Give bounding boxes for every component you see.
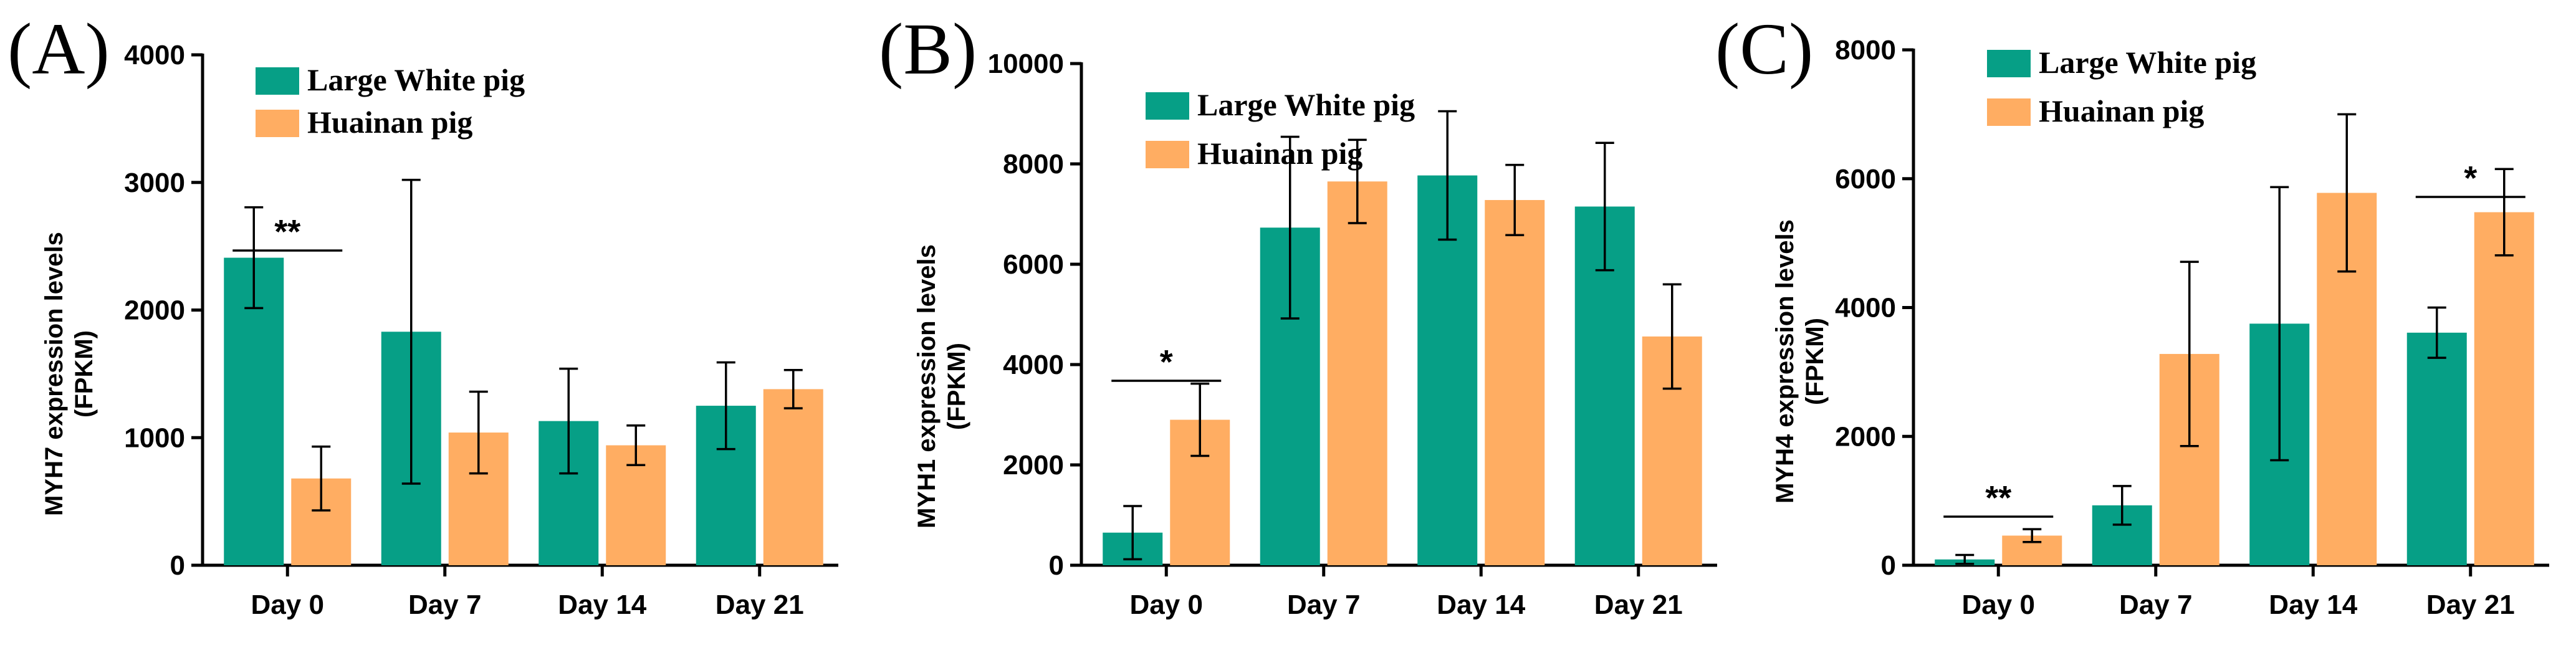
legend-swatch-large-white (1987, 50, 2031, 77)
significance-label: ** (274, 213, 300, 251)
significance-label: ** (1985, 479, 2011, 517)
y-tick-label: 3000 (124, 168, 185, 198)
y-axis-title: MYH4 expression levels (1771, 219, 1799, 504)
chart-panel-c: (C) Large White pig Huainan pig MYH4 exp… (1715, 8, 2549, 620)
y-tick-label: 8000 (1835, 35, 1896, 65)
bar-huainan (763, 389, 823, 565)
plot-area: 0 1000 2000 3000 4000 Day 0 Day 7 Day 14 Day 21 *… (124, 40, 838, 620)
y-tick-label: 6000 (1003, 249, 1064, 280)
y-tick-label: 4000 (124, 40, 185, 70)
y-axis-title-unit: (FPKM) (70, 330, 98, 418)
y-tick-label: 0 (1881, 550, 1896, 581)
x-tick-label: Day 7 (2119, 590, 2192, 620)
legend-label-large-white: Large White pig (1197, 87, 1415, 122)
y-tick-label: 10000 (988, 49, 1064, 79)
x-tick-label: Day 14 (558, 590, 646, 620)
legend-label-huainan: Huainan pig (2039, 93, 2204, 128)
y-tick-label: 1000 (124, 423, 185, 453)
chart-panel-a: (A) Large White pig Huainan pig MYH7 exp… (7, 8, 838, 620)
legend-label-large-white: Large White pig (307, 62, 525, 97)
y-tick-label: 6000 (1835, 164, 1896, 194)
plot-area: 0 2000 4000 6000 8000 Day 0 Day 7 Day 14 Day 21 *… (1835, 35, 2549, 620)
bar-large-white (2406, 332, 2467, 565)
y-tick-label: 2000 (124, 295, 185, 326)
y-axis-title: MYH7 expression levels (41, 232, 68, 516)
legend-swatch-huainan (1987, 98, 2031, 126)
x-tick-label: Day 14 (1437, 590, 1525, 620)
y-tick-label: 4000 (1003, 350, 1064, 380)
legend-label-large-white: Large White pig (2039, 45, 2256, 80)
y-axis-title-unit: (FPKM) (943, 343, 970, 430)
bar-huainan (2474, 212, 2534, 565)
legend-label-huainan: Huainan pig (1197, 136, 1362, 171)
significance-label: * (1160, 343, 1173, 381)
panel-label: (B) (879, 8, 977, 90)
y-axis-title-unit: (FPKM) (1801, 318, 1829, 405)
x-tick-label: Day 7 (1287, 590, 1360, 620)
y-axis-title: MYH1 expression levels (913, 244, 941, 528)
x-tick-label: Day 21 (2426, 590, 2515, 620)
bar-huainan (1327, 181, 1387, 565)
x-tick-label: Day 7 (408, 590, 481, 620)
x-tick-label: Day 21 (716, 590, 804, 620)
x-tick-label: Day 14 (2269, 590, 2357, 620)
chart-panel-b: (B) Large White pig Huainan pig MYH1 exp… (879, 8, 1717, 620)
y-tick-label: 4000 (1835, 293, 1896, 323)
legend-label-huainan: Huainan pig (307, 105, 472, 140)
y-tick-label: 8000 (1003, 149, 1064, 179)
x-tick-label: Day 21 (1594, 590, 1683, 620)
plot-area: 0 2000 4000 6000 8000 10000 Day 0 Day 7 Day 14 Da… (988, 49, 1717, 620)
y-tick-label: 2000 (1003, 450, 1064, 480)
y-tick-label: 0 (1049, 550, 1064, 581)
x-tick-label: Day 0 (1130, 590, 1203, 620)
panel-label: (C) (1715, 8, 1813, 90)
bar-huainan (1485, 199, 1545, 566)
legend-swatch-large-white (256, 67, 299, 95)
panel-label: (A) (7, 8, 110, 90)
legend-swatch-huainan (256, 110, 299, 137)
y-tick-label: 2000 (1835, 421, 1896, 452)
y-tick-label: 0 (170, 550, 185, 581)
legend-swatch-large-white (1146, 92, 1189, 120)
legend-swatch-huainan (1146, 141, 1189, 168)
x-tick-label: Day 0 (251, 590, 324, 620)
significance-label: * (2464, 160, 2477, 197)
x-tick-label: Day 0 (1962, 590, 2035, 620)
